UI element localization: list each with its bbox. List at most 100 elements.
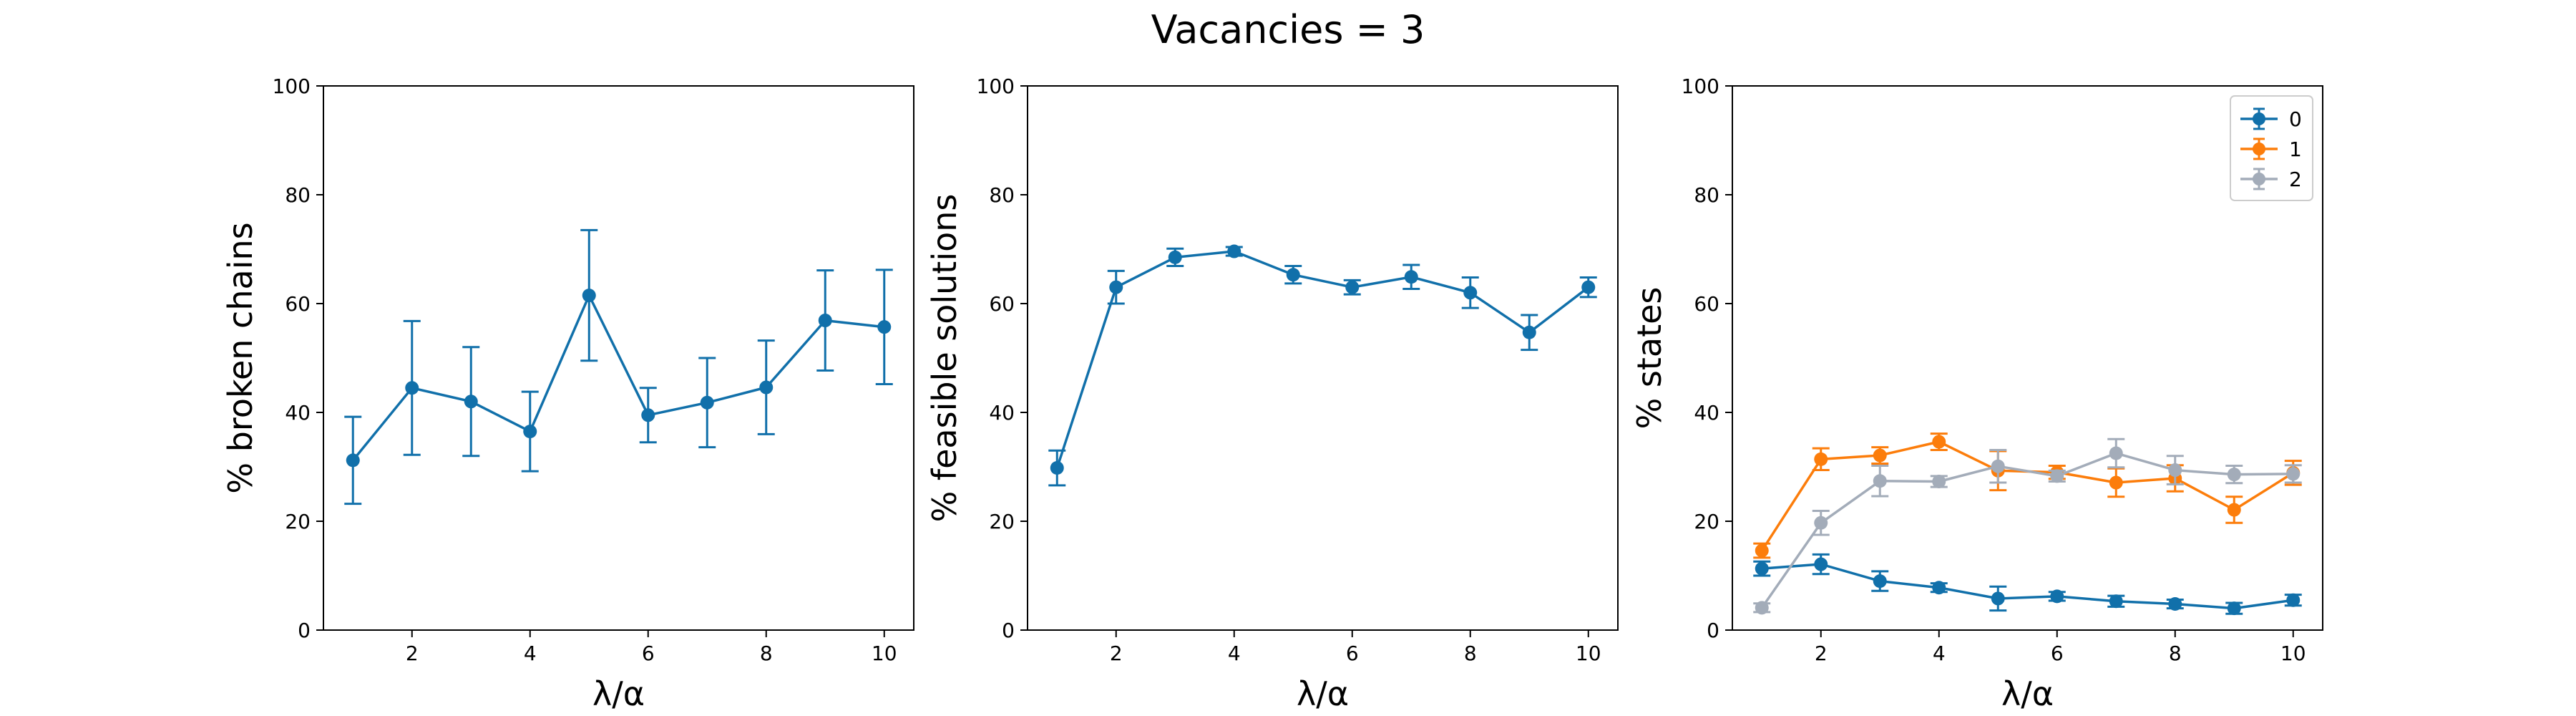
data-point [2286,467,2301,481]
data-point [1463,286,1478,300]
x-tick-label: 2 [406,642,419,665]
y-tick-label: 100 [1682,74,1719,98]
x-tick-label: 2 [1815,642,1828,665]
data-point [641,408,655,422]
legend-marker [2253,173,2265,185]
y-tick-label: 0 [298,619,311,642]
data-point [405,381,419,395]
axes-frame [1027,85,1619,631]
y-axis-label: % broken chains [221,222,260,493]
data-point [582,289,596,303]
y-tick-label: 0 [1707,619,1719,642]
data-point [700,395,714,410]
x-axis-label: λ/α [1297,674,1349,713]
data-point [2109,446,2123,460]
data-point [1873,448,1887,463]
data-point [1404,270,1418,284]
y-tick-label: 0 [1002,619,1015,642]
data-point [1168,250,1182,264]
legend-item-2: 2 [2240,168,2302,191]
data-point [1755,601,1769,615]
legend-marker [2253,142,2265,155]
legend-item-0: 0 [2240,107,2302,131]
x-tick-label: 4 [1228,642,1241,665]
legend-item-1: 1 [2240,137,2302,161]
x-tick-label: 6 [2051,642,2064,665]
y-tick-label: 40 [285,401,311,425]
suptitle: Vacancies = 3 [1151,7,1425,52]
data-point [818,314,832,328]
legend-marker [2253,112,2265,125]
data-point [523,425,537,439]
x-tick-label: 4 [1933,642,1946,665]
data-point [2286,593,2301,607]
data-point [1932,581,1946,595]
data-point [2168,597,2182,611]
data-point [1932,475,1946,489]
y-axis-label: % feasible solutions [925,194,964,523]
series-line [1055,250,1589,469]
y-tick-label: 20 [1694,510,1719,533]
y-tick-label: 40 [1694,401,1719,425]
x-axis-label: λ/α [2001,674,2054,713]
data-point [759,380,774,395]
series-line [351,294,884,462]
x-tick-label: 4 [524,642,537,665]
y-tick-label: 100 [977,74,1015,98]
y-tick-label: 60 [285,292,311,316]
x-tick-label: 8 [760,642,773,665]
data-point [1873,474,1887,488]
legend-label: 0 [2289,107,2302,131]
data-point [2227,503,2241,517]
data-point [1991,459,2005,473]
series-line [1760,452,2293,609]
data-point [2227,601,2241,616]
data-point [877,320,892,334]
data-point [1050,461,1064,475]
data-point [2109,594,2123,609]
data-point [1522,325,1536,339]
data-point [1932,435,1946,449]
data-point [1581,280,1596,294]
data-point [2050,589,2064,604]
legend: 0 1 2 [2230,95,2313,201]
data-point [1755,543,1769,558]
x-axis-label: λ/α [592,674,645,713]
data-point [1755,561,1769,576]
data-point [1991,591,2005,606]
x-tick-label: 10 [1576,642,1601,665]
series-0 [344,228,893,505]
data-point [2050,469,2064,483]
axes-frame [1732,85,2323,631]
legend-label: 2 [2289,168,2302,191]
x-tick-label: 10 [872,642,897,665]
data-point [1109,280,1123,294]
y-tick-label: 60 [989,292,1015,316]
y-tick-label: 40 [989,401,1015,425]
y-tick-label: 100 [273,74,311,98]
data-point [2109,475,2123,490]
axes-frame [323,85,914,631]
y-axis-label: % states [1630,287,1669,430]
data-point [1345,280,1360,294]
y-tick-label: 80 [989,183,1015,207]
x-tick-label: 6 [1346,642,1359,665]
series-0 [1753,553,2302,616]
data-point [2168,463,2182,478]
x-tick-label: 8 [1464,642,1477,665]
data-point [346,453,360,468]
data-point [1814,452,1828,466]
data-point [1286,268,1300,282]
data-point [1873,574,1887,589]
y-tick-label: 60 [1694,292,1719,316]
data-point [2227,468,2241,482]
x-tick-label: 2 [1110,642,1123,665]
series-0 [1048,244,1597,487]
y-tick-label: 80 [1694,183,1719,207]
data-point [1814,557,1828,571]
data-point [1814,516,1828,530]
x-tick-label: 10 [2280,642,2306,665]
